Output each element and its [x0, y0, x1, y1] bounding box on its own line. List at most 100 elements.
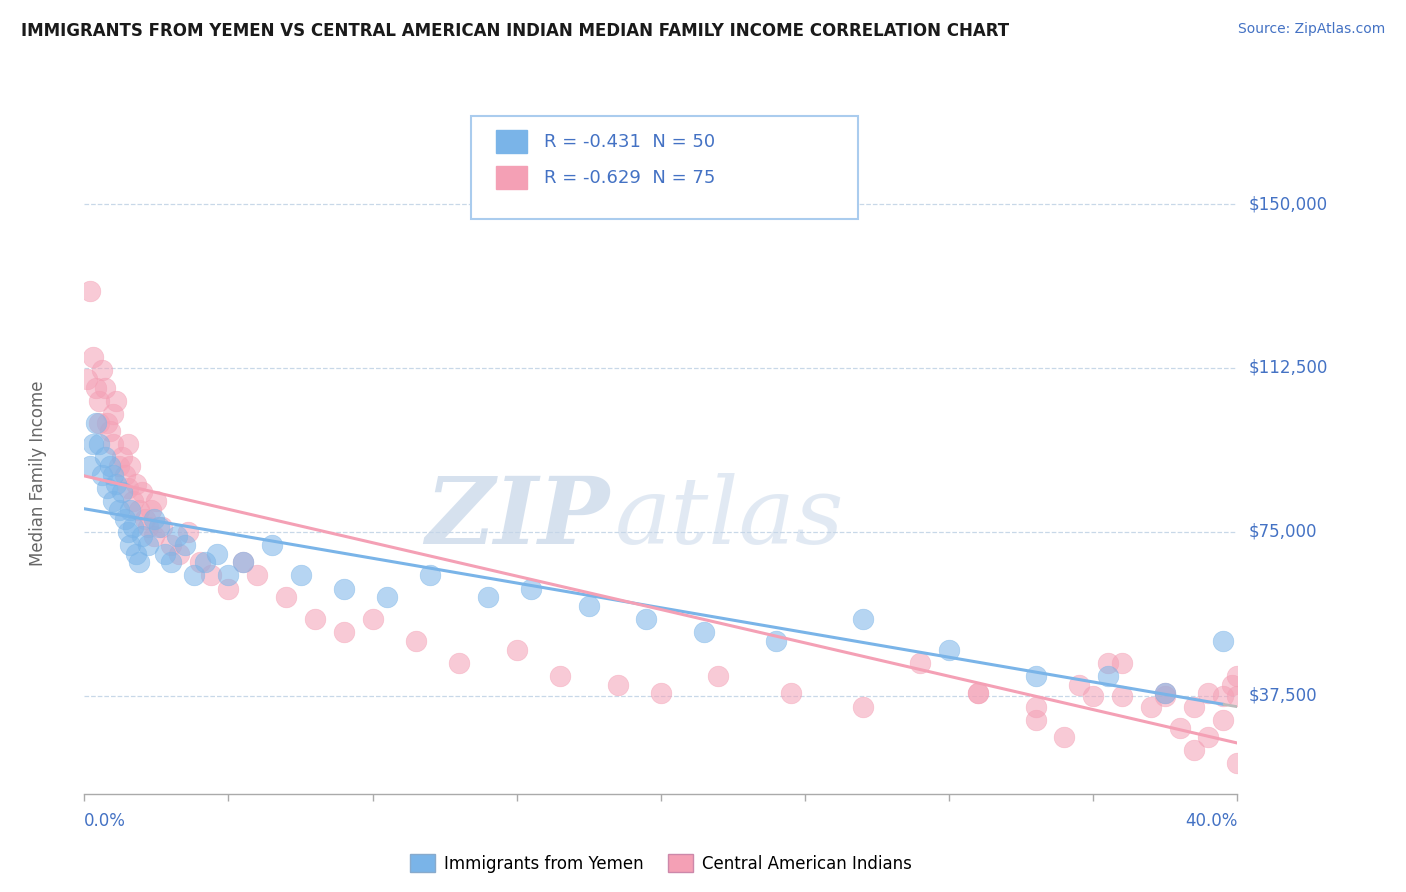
Point: [96, 481, 118, 495]
Point: [105, 393, 128, 408]
Point: [166, 529, 188, 543]
Point: [636, 612, 658, 626]
Point: [1154, 689, 1177, 703]
Text: R = -0.629  N = 75: R = -0.629 N = 75: [544, 169, 716, 186]
Point: [419, 568, 441, 582]
Point: [1226, 669, 1249, 683]
Text: Source: ZipAtlas.com: Source: ZipAtlas.com: [1237, 22, 1385, 37]
Text: $112,500: $112,500: [1249, 359, 1327, 377]
Point: [246, 568, 269, 582]
Text: 40.0%: 40.0%: [1185, 812, 1237, 830]
Point: [852, 612, 875, 626]
Point: [79, 459, 101, 474]
Point: [174, 538, 197, 552]
Text: ZIP: ZIP: [425, 473, 609, 563]
Point: [765, 634, 787, 648]
Point: [1111, 656, 1133, 670]
Point: [125, 547, 148, 561]
Point: [1212, 713, 1234, 727]
Point: [232, 555, 254, 569]
Point: [108, 459, 131, 474]
Point: [908, 656, 931, 670]
Point: [76, 372, 98, 386]
Point: [96, 416, 118, 430]
Point: [98, 459, 121, 474]
Point: [87, 437, 110, 451]
Point: [1220, 678, 1243, 692]
Point: [1024, 699, 1046, 714]
Point: [108, 503, 131, 517]
Point: [447, 656, 470, 670]
Point: [194, 555, 217, 569]
Point: [136, 520, 159, 534]
Point: [148, 520, 170, 534]
Point: [1212, 634, 1234, 648]
Point: [1197, 686, 1219, 700]
Point: [852, 699, 875, 714]
Point: [1212, 689, 1234, 703]
Point: [136, 538, 159, 552]
Point: [103, 467, 124, 482]
Point: [169, 547, 191, 561]
Point: [1139, 699, 1161, 714]
Point: [117, 481, 139, 495]
Point: [160, 555, 183, 569]
Point: [177, 524, 200, 539]
Point: [361, 612, 384, 626]
Legend: Immigrants from Yemen, Central American Indians: Immigrants from Yemen, Central American …: [404, 847, 918, 880]
Point: [1182, 743, 1205, 757]
Point: [217, 568, 239, 582]
Point: [111, 485, 134, 500]
Point: [84, 416, 107, 430]
Point: [606, 678, 628, 692]
Point: [1226, 689, 1249, 703]
Point: [105, 476, 128, 491]
Point: [578, 599, 600, 613]
Point: [79, 285, 101, 299]
Point: [1154, 686, 1177, 700]
Point: [477, 591, 499, 605]
Text: IMMIGRANTS FROM YEMEN VS CENTRAL AMERICAN INDIAN MEDIAN FAMILY INCOME CORRELATIO: IMMIGRANTS FROM YEMEN VS CENTRAL AMERICA…: [21, 22, 1010, 40]
Point: [84, 380, 107, 394]
Point: [707, 669, 730, 683]
Point: [117, 437, 139, 451]
Point: [103, 407, 124, 421]
Point: [1111, 689, 1133, 703]
Point: [967, 686, 990, 700]
Text: $75,000: $75,000: [1249, 523, 1317, 541]
Point: [1067, 678, 1090, 692]
Text: atlas: atlas: [614, 473, 844, 563]
Point: [650, 686, 672, 700]
Point: [120, 538, 142, 552]
Point: [122, 520, 145, 534]
Point: [1097, 669, 1119, 683]
Point: [1024, 669, 1046, 683]
Point: [87, 416, 110, 430]
Point: [142, 511, 165, 525]
Point: [1097, 656, 1119, 670]
Point: [217, 582, 239, 596]
Point: [520, 582, 543, 596]
Point: [142, 529, 165, 543]
Point: [117, 524, 139, 539]
Point: [304, 612, 326, 626]
Point: [87, 393, 110, 408]
Point: [1081, 689, 1104, 703]
Point: [938, 642, 960, 657]
Point: [111, 450, 134, 465]
Point: [131, 485, 153, 500]
Point: [1168, 722, 1191, 736]
Point: [188, 555, 211, 569]
Point: [205, 547, 228, 561]
Point: [1053, 730, 1076, 744]
Point: [260, 538, 283, 552]
Text: R = -0.431  N = 50: R = -0.431 N = 50: [544, 133, 716, 151]
Point: [103, 437, 124, 451]
Point: [103, 494, 124, 508]
Point: [120, 503, 142, 517]
Text: Median Family Income: Median Family Income: [30, 380, 48, 566]
Text: $37,500: $37,500: [1249, 687, 1317, 705]
Point: [150, 520, 173, 534]
Point: [122, 494, 145, 508]
Point: [1226, 756, 1249, 771]
